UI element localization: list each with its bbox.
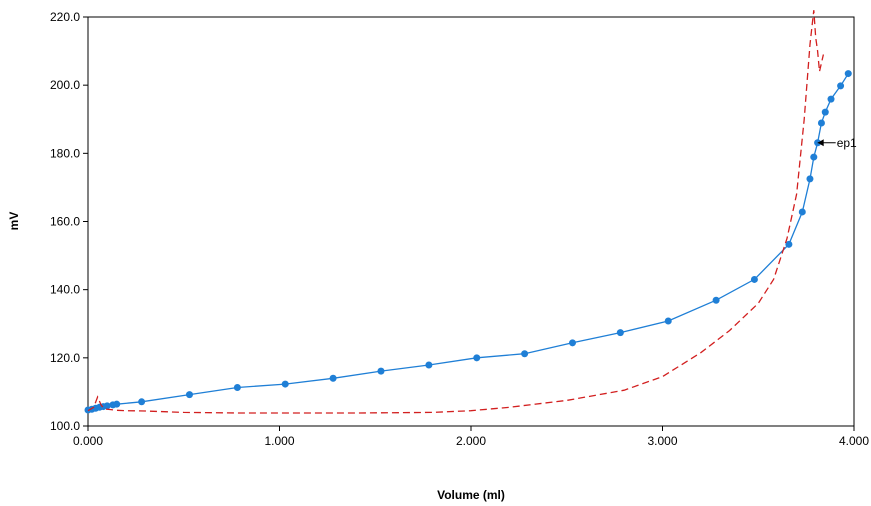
data-point bbox=[827, 95, 835, 103]
data-point bbox=[664, 317, 672, 325]
data-point bbox=[814, 139, 822, 147]
y-tick-label: 120.0 bbox=[50, 351, 80, 365]
data-point bbox=[568, 339, 576, 347]
plot-area bbox=[87, 16, 855, 427]
series-line-1 bbox=[87, 10, 825, 414]
x-tick-label: 2.000 bbox=[456, 434, 486, 448]
data-point bbox=[798, 208, 806, 216]
arrow-head-icon bbox=[817, 139, 824, 147]
x-axis-title: Volume (ml) bbox=[437, 488, 505, 502]
data-point bbox=[377, 367, 385, 375]
series-layer bbox=[84, 10, 852, 414]
x-axis: 0.000 1.000 2.000 3.000 4.000 bbox=[73, 426, 869, 448]
data-point bbox=[473, 354, 481, 362]
data-point bbox=[817, 119, 825, 127]
data-point bbox=[712, 296, 720, 304]
annotation-layer: ep1 bbox=[817, 136, 857, 150]
y-tick-label: 100.0 bbox=[50, 419, 80, 433]
data-point bbox=[821, 108, 829, 116]
data-point bbox=[785, 240, 793, 248]
data-point bbox=[616, 329, 624, 337]
y-tick-label: 200.0 bbox=[50, 78, 80, 92]
y-tick-label: 220.0 bbox=[50, 10, 80, 24]
y-axis: 100.0 120.0 140.0 160.0 180.0 200.0 220.0 bbox=[50, 10, 88, 433]
data-point bbox=[281, 380, 289, 388]
data-point bbox=[521, 350, 529, 358]
data-point bbox=[233, 383, 241, 391]
data-point bbox=[329, 374, 337, 382]
data-point bbox=[810, 153, 818, 161]
data-point bbox=[113, 400, 121, 408]
x-tick-label: 0.000 bbox=[73, 434, 103, 448]
y-axis-title: mV bbox=[7, 212, 21, 231]
data-point bbox=[103, 402, 111, 410]
y-tick-label: 140.0 bbox=[50, 283, 80, 297]
data-point bbox=[425, 361, 433, 369]
data-point bbox=[806, 175, 814, 183]
data-point bbox=[837, 82, 845, 90]
x-tick-label: 1.000 bbox=[264, 434, 294, 448]
data-point bbox=[750, 275, 758, 283]
data-point bbox=[138, 398, 146, 406]
data-point bbox=[844, 70, 852, 78]
annotation-label: ep1 bbox=[837, 136, 857, 150]
x-tick-label: 3.000 bbox=[647, 434, 677, 448]
y-tick-label: 180.0 bbox=[50, 146, 80, 160]
data-point bbox=[185, 391, 193, 399]
y-tick-label: 160.0 bbox=[50, 215, 80, 229]
x-tick-label: 4.000 bbox=[839, 434, 869, 448]
